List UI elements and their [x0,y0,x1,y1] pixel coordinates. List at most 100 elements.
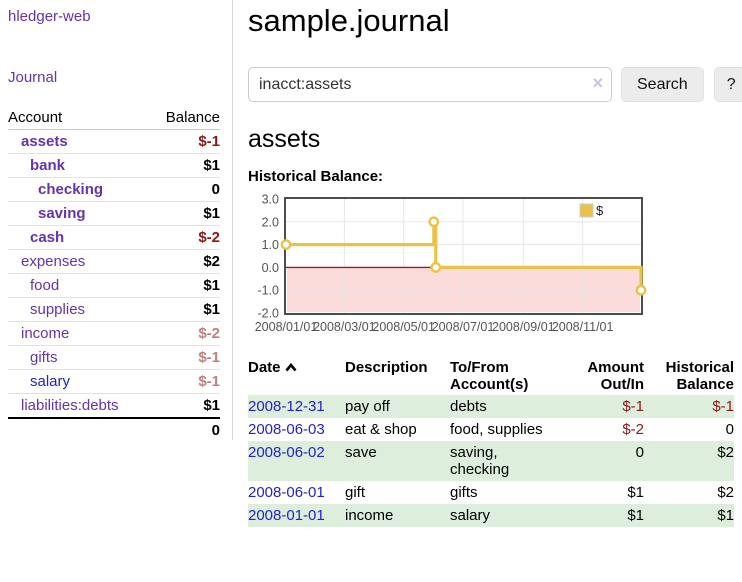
y-axis-label: 2.0 [262,215,279,229]
account-cell: income [8,321,151,346]
account-row: gifts $-1 [8,345,220,370]
transaction-date-link[interactable]: 2008-06-02 [248,444,325,461]
x-axis-label: 2008/07/01 [432,320,495,334]
account-heading: assets [248,125,321,153]
historical-balance-chart: 3.0 2.0 1.0 0.0 -1.0 -2.02008/01/012008/03/01… [255,193,647,334]
account-cell: checking [8,177,151,202]
register-row[interactable]: 2008-01-01 income salary $1 $1 [248,504,734,527]
register-row[interactable]: 2008-06-03 eat & shop food, supplies $-2 0 [248,418,734,441]
account-cell: gifts [8,345,151,370]
account-balance: $1 [150,201,220,226]
accounts-cell: gifts [450,484,478,501]
sidebar-item-journal[interactable]: Journal [8,69,58,86]
transaction-date-link[interactable]: 2008-01-01 [248,507,325,524]
account-link[interactable]: supplies [30,301,86,318]
amount-cell: 0 [635,444,644,461]
app-title-link[interactable]: hledger-web [8,8,91,25]
accounts-col-balance: Balance [150,106,220,130]
balance-cell: $2 [717,444,734,461]
x-axis-label: 2008/09/01 [492,320,555,334]
amount-cell: $-2 [622,421,644,438]
account-link[interactable]: income [21,325,70,342]
y-axis-label: -1.0 [257,284,279,298]
sort-ascending-icon [285,359,297,376]
transaction-date-cell: 2008-06-03 [248,418,345,441]
account-cell: supplies [8,297,151,322]
account-link[interactable]: saving [38,205,86,222]
transaction-date-cell: 2008-01-01 [248,504,345,527]
page-title: sample.journal [248,3,450,38]
account-balance: $2 [150,249,220,274]
balance-cell: $2 [717,484,734,501]
x-axis-label: 2008/11/01 [552,320,614,334]
account-balance: $-1 [150,369,220,394]
chart-border [284,197,643,315]
account-row: supplies $1 [8,297,220,322]
account-row: checking 0 [8,177,220,202]
register-row[interactable]: 2008-12-31 pay off debts $-1 $-1 [248,395,734,418]
account-link[interactable]: expenses [21,253,86,270]
account-link[interactable]: gifts [30,349,58,366]
search-form: × Search ? [248,67,742,102]
account-link[interactable]: assets [21,133,68,150]
help-button[interactable]: ? [713,67,742,102]
clear-search-icon[interactable]: × [592,73,603,93]
account-balance: 0 [150,177,220,202]
main-content: sample.journal × Search ? assets Histori… [233,0,742,527]
account-cell: bank [8,153,151,178]
account-cell: saving [8,201,151,226]
accounts-total-value: 0 [150,417,220,442]
account-link[interactable]: checking [38,181,104,198]
account-row: saving $1 [8,201,220,226]
account-row: salary $-1 [8,369,220,394]
column-header-description: Description [345,359,428,376]
x-axis-label: 2008/01/01 [255,320,318,334]
account-link[interactable]: salary [30,373,71,390]
account-balance: $-2 [150,225,220,250]
x-axis-label: 2008/03/01 [313,320,376,334]
legend-label: $ [596,203,604,218]
account-link[interactable]: food [30,277,60,294]
y-axis-label: 1.0 [262,238,279,252]
account-cell: assets [8,129,151,154]
account-row: assets $-1 [8,129,220,154]
account-balance: $-1 [150,345,220,370]
column-header-date[interactable]: Date [248,357,345,395]
account-row: bank $1 [8,153,220,178]
data-point-marker [280,239,292,250]
search-button[interactable]: Search [621,67,704,102]
account-link[interactable]: liabilities:debts [21,397,119,414]
account-cell: salary [8,369,151,394]
account-balance: $1 [150,153,220,178]
balance-cell: $-1 [712,398,734,415]
account-balance: $-2 [150,321,220,346]
chart-container: 3.0 2.0 1.0 0.0 -1.0 -2.0 2008/01/01 2008/03/01… [248,191,742,343]
account-row: income $-2 [8,321,220,346]
y-axis-label: 0.0 [262,261,279,275]
transaction-date-link[interactable]: 2008-06-01 [248,484,325,501]
column-header-accounts: To/From Account(s) [450,359,529,393]
accounts-cell: food, supplies [450,421,543,438]
column-header-amount: Amount Out/In [587,359,644,393]
legend-swatch [579,203,594,218]
account-cell: expenses [8,249,151,274]
description-cell: gift [345,484,366,501]
account-row: cash $-2 [8,225,220,250]
account-cell: food [8,273,151,298]
transaction-date-link[interactable]: 2008-12-31 [248,398,325,415]
transaction-date-cell: 2008-06-02 [248,441,345,481]
account-link[interactable]: cash [30,229,65,246]
chart-title: Historical Balance: [248,168,384,185]
account-balance: $1 [150,273,220,298]
register-row[interactable]: 2008-06-02 save saving, checking 0 $2 [248,441,734,481]
x-axis-label: 2008/05/01 [372,320,435,334]
description-cell: pay off [345,398,390,415]
transaction-date-link[interactable]: 2008-06-03 [248,421,325,438]
register-row[interactable]: 2008-06-01 gift gifts $1 $2 [248,481,734,504]
app-title: hledger-web [8,8,225,25]
description-cell: income [345,507,394,524]
search-input[interactable] [248,67,612,102]
transaction-date-cell: 2008-12-31 [248,395,345,418]
account-row: liabilities:debts $1 [8,394,220,419]
account-link[interactable]: bank [30,157,66,174]
